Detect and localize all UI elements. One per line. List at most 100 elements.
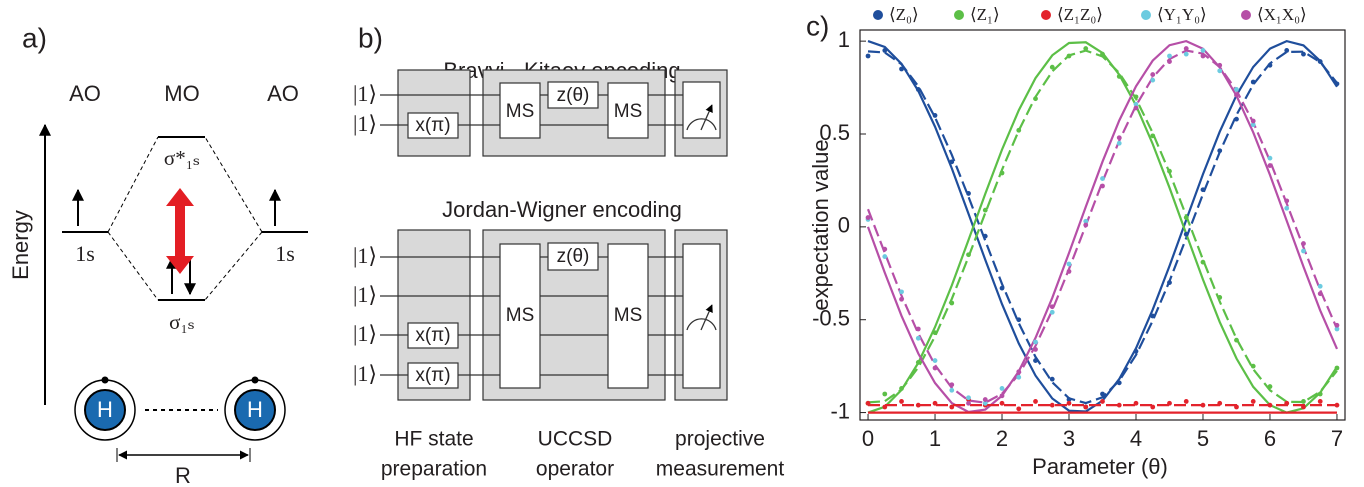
atom — [234, 389, 276, 431]
gate-label: MS — [614, 101, 643, 122]
data-point — [1284, 205, 1290, 211]
legend-marker — [873, 10, 883, 20]
data-point — [999, 400, 1005, 406]
data-point — [899, 289, 904, 295]
data-point — [1033, 358, 1038, 363]
excitation-arrow — [166, 188, 194, 274]
data-point — [1301, 248, 1306, 254]
data-point — [1133, 105, 1139, 111]
data-point — [1167, 53, 1172, 59]
data-point — [1049, 304, 1055, 310]
gate-label: MS — [614, 305, 643, 326]
gate-label: z(θ) — [557, 85, 590, 106]
data-point — [1116, 380, 1122, 386]
data-point — [1317, 399, 1323, 404]
data-point — [1250, 79, 1256, 85]
data-point — [1033, 96, 1038, 102]
y-tick-label: -0.5 — [812, 306, 850, 331]
data-point — [915, 87, 921, 92]
data-point — [882, 404, 888, 410]
atom-label: H — [97, 397, 113, 422]
legend-label: ⟨Z₁Z₀⟩ — [1057, 5, 1103, 24]
data-point — [1066, 53, 1072, 59]
gate — [407, 112, 459, 139]
data-point — [1049, 402, 1055, 408]
data-point — [966, 252, 971, 258]
data-point — [1200, 259, 1206, 265]
gate-label: x(π) — [415, 325, 450, 346]
theory-line — [867, 41, 1338, 414]
data-point — [865, 215, 871, 220]
data-point — [1016, 317, 1022, 323]
data-point — [1049, 309, 1055, 315]
data-point — [949, 382, 955, 388]
input-state: |1⟩ — [353, 321, 377, 346]
data-point — [949, 387, 955, 393]
data-point — [1100, 176, 1105, 181]
gate-label: z(θ) — [557, 246, 590, 267]
line — [107, 136, 159, 233]
input-state: |1⟩ — [353, 243, 377, 268]
panel-b: b) Bravyi - Kitaev encoding |1⟩ |1⟩ x(π)… — [353, 22, 784, 480]
y-tick-label: 1 — [838, 27, 850, 52]
data-point — [999, 285, 1005, 291]
data-point — [949, 159, 955, 165]
x-axis-label: Parameter (θ) — [1032, 454, 1168, 479]
data-point — [1167, 168, 1172, 174]
data-point — [1317, 391, 1323, 397]
data-point — [932, 113, 938, 118]
data-point — [1183, 51, 1189, 57]
data-point — [1234, 92, 1239, 98]
level-label: σ₁ₛ — [169, 310, 195, 334]
data-point — [966, 395, 971, 401]
gate — [547, 242, 599, 271]
legend-label: ⟨X₁X₀⟩ — [1257, 5, 1307, 24]
data-point — [865, 53, 871, 59]
legend-label: ⟨Z₀⟩ — [889, 5, 919, 24]
meter-needle — [700, 104, 713, 131]
data-point — [999, 170, 1005, 176]
data-point — [1301, 404, 1306, 410]
plot-frame — [859, 29, 1346, 421]
line — [107, 231, 159, 301]
data-point — [982, 397, 988, 402]
data-point — [1167, 400, 1172, 406]
data-point — [932, 358, 938, 363]
stage-label: measurement — [656, 458, 785, 481]
correlation-lines — [107, 136, 263, 301]
data-point — [1083, 46, 1089, 51]
panel-label: b) — [358, 22, 383, 53]
atom-label: H — [247, 397, 263, 422]
theory-line — [866, 39, 1339, 414]
data-point — [1016, 369, 1022, 375]
x-tick-label: 0 — [862, 426, 874, 451]
data-point — [1033, 347, 1038, 352]
data-point — [1167, 59, 1172, 64]
gate-label: x(π) — [415, 365, 450, 386]
data-point — [1200, 402, 1206, 408]
data-point — [1150, 404, 1156, 410]
panel-a: a) AO MO AO Energy 1s 1s σ*₁ₛ σ₁ₛ H H R — [8, 22, 308, 487]
line — [204, 136, 263, 233]
x-tick-label: 3 — [1063, 426, 1075, 451]
data-point — [1217, 295, 1223, 300]
x-tick-label: 1 — [929, 426, 941, 451]
data-point — [915, 335, 921, 341]
distance-label: R — [175, 463, 191, 487]
data-point — [882, 48, 888, 53]
legend-label: ⟨Y₁Y₀⟩ — [1157, 5, 1207, 24]
legend-label: ⟨Z₁⟩ — [970, 5, 1000, 24]
panel-c: c) Parameter (θ) expectation value -1 -0.… — [806, 5, 1346, 479]
circuit-title: Jordan-Wigner encoding — [442, 197, 682, 222]
data-point — [1200, 187, 1206, 193]
gate — [407, 362, 459, 389]
data-point — [1150, 77, 1156, 83]
input-state: |1⟩ — [353, 81, 377, 106]
data-point — [1116, 140, 1122, 146]
stage-label: preparation — [381, 458, 487, 481]
gate — [499, 243, 541, 389]
data-point — [1267, 402, 1273, 408]
data-point — [1133, 94, 1139, 100]
data-point — [1167, 280, 1172, 285]
input-state: |1⟩ — [353, 361, 377, 386]
